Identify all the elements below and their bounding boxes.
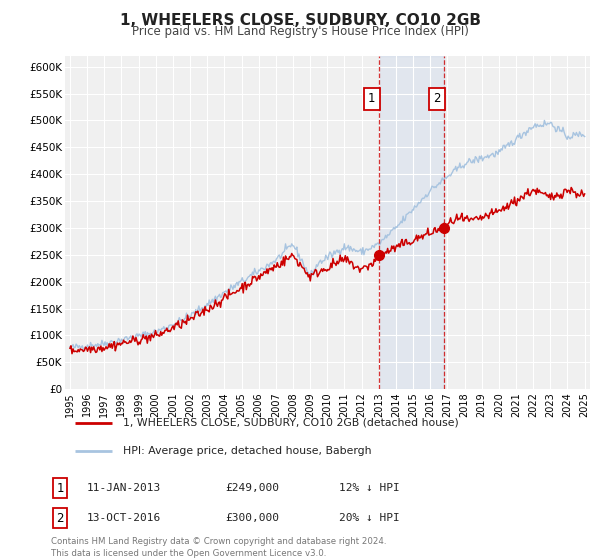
Text: 2: 2 [433, 92, 441, 105]
Text: 2: 2 [56, 511, 64, 525]
Text: Price paid vs. HM Land Registry's House Price Index (HPI): Price paid vs. HM Land Registry's House … [131, 25, 469, 39]
Text: £300,000: £300,000 [225, 513, 279, 523]
Text: 1, WHEELERS CLOSE, SUDBURY, CO10 2GB: 1, WHEELERS CLOSE, SUDBURY, CO10 2GB [119, 13, 481, 27]
Text: HPI: Average price, detached house, Babergh: HPI: Average price, detached house, Babe… [122, 446, 371, 456]
Text: 13-OCT-2016: 13-OCT-2016 [87, 513, 161, 523]
Text: 20% ↓ HPI: 20% ↓ HPI [339, 513, 400, 523]
Text: 1: 1 [368, 92, 376, 105]
Bar [379, 56, 444, 389]
Text: Contains HM Land Registry data © Crown copyright and database right 2024.
This d: Contains HM Land Registry data © Crown c… [51, 537, 386, 558]
Text: £249,000: £249,000 [225, 483, 279, 493]
Text: 11-JAN-2013: 11-JAN-2013 [87, 483, 161, 493]
Text: 1: 1 [56, 482, 64, 495]
Text: 12% ↓ HPI: 12% ↓ HPI [339, 483, 400, 493]
Text: 1, WHEELERS CLOSE, SUDBURY, CO10 2GB (detached house): 1, WHEELERS CLOSE, SUDBURY, CO10 2GB (de… [122, 418, 458, 428]
